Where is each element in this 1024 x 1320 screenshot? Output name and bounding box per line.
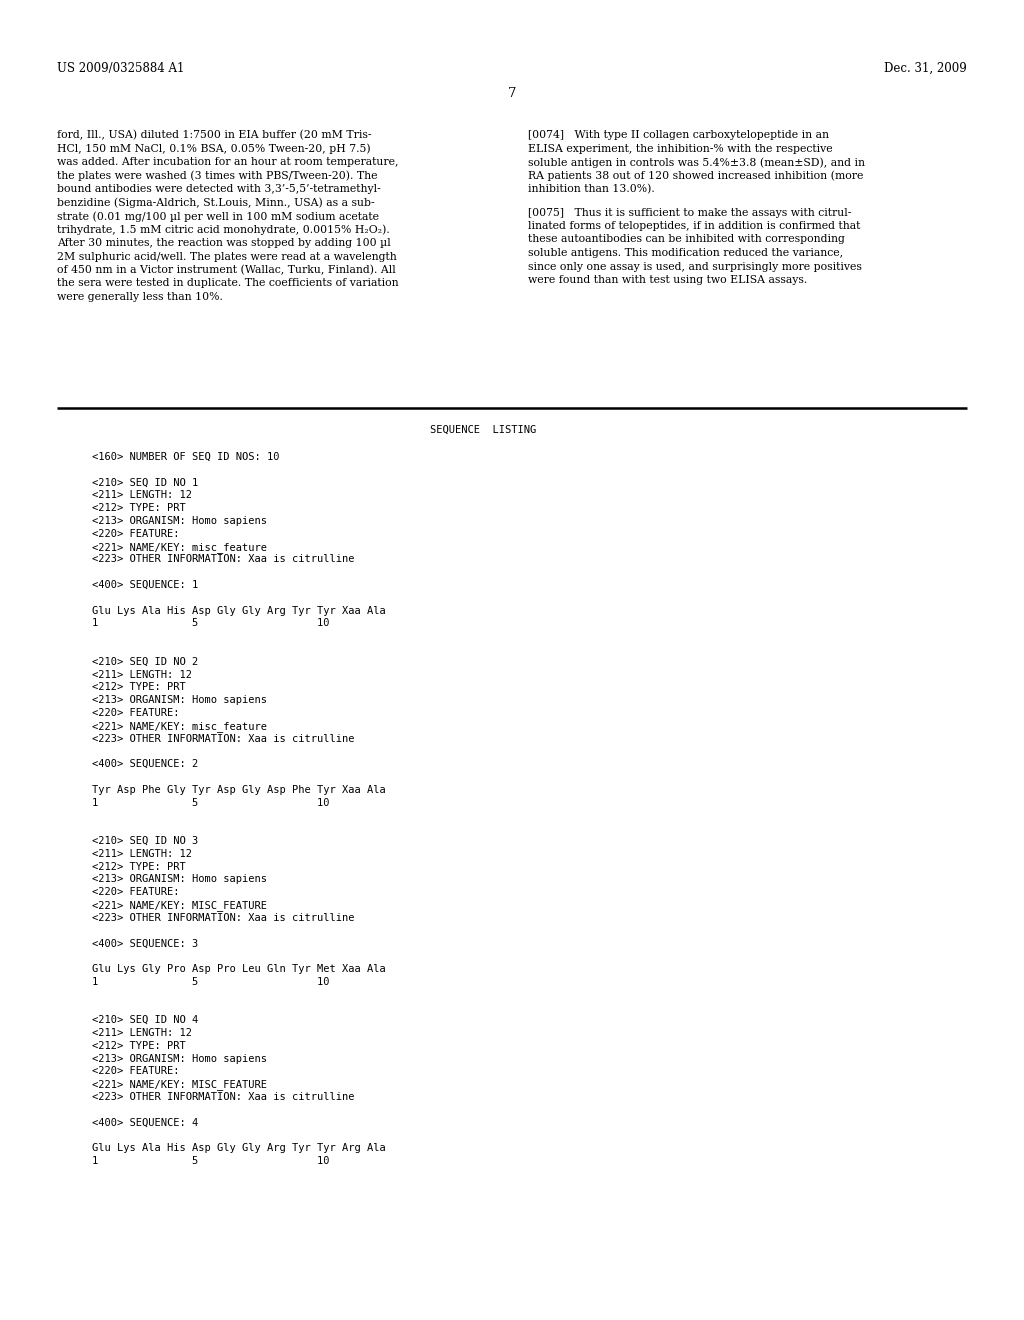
Text: <221> NAME/KEY: misc_feature: <221> NAME/KEY: misc_feature xyxy=(92,541,267,553)
Text: HCl, 150 mM NaCl, 0.1% BSA, 0.05% Tween-20, pH 7.5): HCl, 150 mM NaCl, 0.1% BSA, 0.05% Tween-… xyxy=(57,144,371,154)
Text: <211> LENGTH: 12: <211> LENGTH: 12 xyxy=(92,669,193,680)
Text: <223> OTHER INFORMATION: Xaa is citrulline: <223> OTHER INFORMATION: Xaa is citrulli… xyxy=(92,734,354,743)
Text: <210> SEQ ID NO 4: <210> SEQ ID NO 4 xyxy=(92,1015,199,1026)
Text: SEQUENCE  LISTING: SEQUENCE LISTING xyxy=(430,425,537,436)
Text: <210> SEQ ID NO 2: <210> SEQ ID NO 2 xyxy=(92,657,199,667)
Text: <212> TYPE: PRT: <212> TYPE: PRT xyxy=(92,1040,185,1051)
Text: ford, Ill., USA) diluted 1:7500 in EIA buffer (20 mM Tris-: ford, Ill., USA) diluted 1:7500 in EIA b… xyxy=(57,129,372,140)
Text: <221> NAME/KEY: misc_feature: <221> NAME/KEY: misc_feature xyxy=(92,721,267,731)
Text: were generally less than 10%.: were generally less than 10%. xyxy=(57,292,223,302)
Text: <223> OTHER INFORMATION: Xaa is citrulline: <223> OTHER INFORMATION: Xaa is citrulli… xyxy=(92,913,354,923)
Text: <213> ORGANISM: Homo sapiens: <213> ORGANISM: Homo sapiens xyxy=(92,1053,267,1064)
Text: <220> FEATURE:: <220> FEATURE: xyxy=(92,708,179,718)
Text: <213> ORGANISM: Homo sapiens: <213> ORGANISM: Homo sapiens xyxy=(92,516,267,525)
Text: 7: 7 xyxy=(508,87,516,100)
Text: were found than with test using two ELISA assays.: were found than with test using two ELIS… xyxy=(528,275,807,285)
Text: <220> FEATURE:: <220> FEATURE: xyxy=(92,529,179,539)
Text: Glu Lys Ala His Asp Gly Gly Arg Tyr Tyr Arg Ala: Glu Lys Ala His Asp Gly Gly Arg Tyr Tyr … xyxy=(92,1143,386,1154)
Text: <221> NAME/KEY: MISC_FEATURE: <221> NAME/KEY: MISC_FEATURE xyxy=(92,1080,267,1090)
Text: <220> FEATURE:: <220> FEATURE: xyxy=(92,1067,179,1076)
Text: <212> TYPE: PRT: <212> TYPE: PRT xyxy=(92,862,185,871)
Text: inhibition than 13.0%).: inhibition than 13.0%). xyxy=(528,183,654,194)
Text: <212> TYPE: PRT: <212> TYPE: PRT xyxy=(92,682,185,693)
Text: the sera were tested in duplicate. The coefficients of variation: the sera were tested in duplicate. The c… xyxy=(57,279,398,289)
Text: ELISA experiment, the inhibition-% with the respective: ELISA experiment, the inhibition-% with … xyxy=(528,144,833,153)
Text: US 2009/0325884 A1: US 2009/0325884 A1 xyxy=(57,62,184,75)
Text: <220> FEATURE:: <220> FEATURE: xyxy=(92,887,179,898)
Text: 1               5                   10: 1 5 10 xyxy=(92,977,330,987)
Text: was added. After incubation for an hour at room temperature,: was added. After incubation for an hour … xyxy=(57,157,398,168)
Text: since only one assay is used, and surprisingly more positives: since only one assay is used, and surpri… xyxy=(528,261,862,272)
Text: 1               5                   10: 1 5 10 xyxy=(92,618,330,628)
Text: Glu Lys Ala His Asp Gly Gly Arg Tyr Tyr Xaa Ala: Glu Lys Ala His Asp Gly Gly Arg Tyr Tyr … xyxy=(92,606,386,615)
Text: <223> OTHER INFORMATION: Xaa is citrulline: <223> OTHER INFORMATION: Xaa is citrulli… xyxy=(92,1092,354,1102)
Text: After 30 minutes, the reaction was stopped by adding 100 µl: After 30 minutes, the reaction was stopp… xyxy=(57,238,391,248)
Text: <211> LENGTH: 12: <211> LENGTH: 12 xyxy=(92,1028,193,1038)
Text: <221> NAME/KEY: MISC_FEATURE: <221> NAME/KEY: MISC_FEATURE xyxy=(92,900,267,911)
Text: <210> SEQ ID NO 3: <210> SEQ ID NO 3 xyxy=(92,836,199,846)
Text: <400> SEQUENCE: 2: <400> SEQUENCE: 2 xyxy=(92,759,199,770)
Text: RA patients 38 out of 120 showed increased inhibition (more: RA patients 38 out of 120 showed increas… xyxy=(528,170,863,181)
Text: 1               5                   10: 1 5 10 xyxy=(92,1156,330,1166)
Text: trihydrate, 1.5 mM citric acid monohydrate, 0.0015% H₂O₂).: trihydrate, 1.5 mM citric acid monohydra… xyxy=(57,224,390,235)
Text: 2M sulphuric acid/well. The plates were read at a wavelength: 2M sulphuric acid/well. The plates were … xyxy=(57,252,396,261)
Text: <213> ORGANISM: Homo sapiens: <213> ORGANISM: Homo sapiens xyxy=(92,696,267,705)
Text: <213> ORGANISM: Homo sapiens: <213> ORGANISM: Homo sapiens xyxy=(92,874,267,884)
Text: <223> OTHER INFORMATION: Xaa is citrulline: <223> OTHER INFORMATION: Xaa is citrulli… xyxy=(92,554,354,565)
Text: Glu Lys Gly Pro Asp Pro Leu Gln Tyr Met Xaa Ala: Glu Lys Gly Pro Asp Pro Leu Gln Tyr Met … xyxy=(92,964,386,974)
Text: <211> LENGTH: 12: <211> LENGTH: 12 xyxy=(92,491,193,500)
Text: <400> SEQUENCE: 3: <400> SEQUENCE: 3 xyxy=(92,939,199,948)
Text: <210> SEQ ID NO 1: <210> SEQ ID NO 1 xyxy=(92,478,199,487)
Text: <400> SEQUENCE: 4: <400> SEQUENCE: 4 xyxy=(92,1118,199,1127)
Text: 1               5                   10: 1 5 10 xyxy=(92,797,330,808)
Text: soluble antigens. This modification reduced the variance,: soluble antigens. This modification redu… xyxy=(528,248,843,257)
Text: Tyr Asp Phe Gly Tyr Asp Gly Asp Phe Tyr Xaa Ala: Tyr Asp Phe Gly Tyr Asp Gly Asp Phe Tyr … xyxy=(92,785,386,795)
Text: <160> NUMBER OF SEQ ID NOS: 10: <160> NUMBER OF SEQ ID NOS: 10 xyxy=(92,451,280,462)
Text: [0074]   With type II collagen carboxytelopeptide in an: [0074] With type II collagen carboxytelo… xyxy=(528,129,829,140)
Text: these autoantibodies can be inhibited with corresponding: these autoantibodies can be inhibited wi… xyxy=(528,235,845,244)
Text: Dec. 31, 2009: Dec. 31, 2009 xyxy=(885,62,967,75)
Text: bound antibodies were detected with 3,3’-5,5’-tetramethyl-: bound antibodies were detected with 3,3’… xyxy=(57,183,381,194)
Text: <400> SEQUENCE: 1: <400> SEQUENCE: 1 xyxy=(92,579,199,590)
Text: <211> LENGTH: 12: <211> LENGTH: 12 xyxy=(92,849,193,859)
Text: the plates were washed (3 times with PBS/Tween-20). The: the plates were washed (3 times with PBS… xyxy=(57,170,378,181)
Text: benzidine (Sigma-Aldrich, St.Louis, Minn., USA) as a sub-: benzidine (Sigma-Aldrich, St.Louis, Minn… xyxy=(57,198,375,209)
Text: of 450 nm in a Victor instrument (Wallac, Turku, Finland). All: of 450 nm in a Victor instrument (Wallac… xyxy=(57,265,395,276)
Text: soluble antigen in controls was 5.4%±3.8 (mean±SD), and in: soluble antigen in controls was 5.4%±3.8… xyxy=(528,157,865,168)
Text: linated forms of telopeptides, if in addition is confirmed that: linated forms of telopeptides, if in add… xyxy=(528,220,860,231)
Text: <212> TYPE: PRT: <212> TYPE: PRT xyxy=(92,503,185,513)
Text: strate (0.01 mg/100 µl per well in 100 mM sodium acetate: strate (0.01 mg/100 µl per well in 100 m… xyxy=(57,211,379,222)
Text: [0075]   Thus it is sufficient to make the assays with citrul-: [0075] Thus it is sufficient to make the… xyxy=(528,207,851,218)
